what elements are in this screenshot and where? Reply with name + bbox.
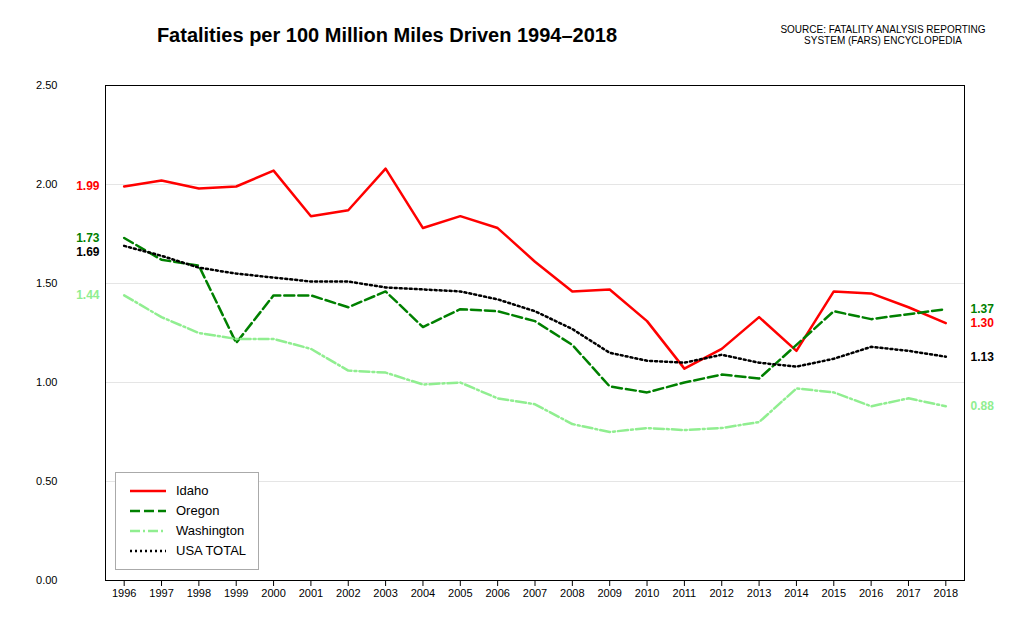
svg-text:2017: 2017 bbox=[896, 587, 920, 599]
svg-text:1996: 1996 bbox=[112, 587, 136, 599]
svg-text:2018: 2018 bbox=[934, 587, 958, 599]
svg-text:2.00: 2.00 bbox=[36, 178, 57, 190]
svg-text:2008: 2008 bbox=[560, 587, 584, 599]
html-text:SOURCE: FATALITY ANALYSIS REPO: SOURCE: FATALITY ANALYSIS REPORTING SYST… bbox=[780, 24, 986, 46]
svg-text:2004: 2004 bbox=[411, 587, 435, 599]
svg-text:2014: 2014 bbox=[784, 587, 808, 599]
svg-text:2007: 2007 bbox=[523, 587, 547, 599]
svg-text:1999: 1999 bbox=[224, 587, 248, 599]
svg-text:1.50: 1.50 bbox=[36, 277, 57, 289]
svg-text:1.00: 1.00 bbox=[36, 376, 57, 388]
svg-text:2005: 2005 bbox=[448, 587, 472, 599]
html-text:Fatalities per 100 Million Mil: Fatalities per 100 Million Miles Driven … bbox=[156, 23, 618, 46]
svg-text:1.37: 1.37 bbox=[971, 302, 995, 316]
html-text:Washington: Washington bbox=[176, 523, 245, 538]
svg-text:0.88: 0.88 bbox=[971, 399, 995, 413]
svg-text:2012: 2012 bbox=[709, 587, 733, 599]
svg-text:2003: 2003 bbox=[373, 587, 397, 599]
svg-text:1998: 1998 bbox=[187, 587, 211, 599]
svg-text:2001: 2001 bbox=[299, 587, 323, 599]
svg-text:2010: 2010 bbox=[635, 587, 659, 599]
svg-text:1.99: 1.99 bbox=[76, 179, 100, 193]
html-text:Idaho: Idaho bbox=[176, 483, 209, 498]
svg-text:2016: 2016 bbox=[859, 587, 883, 599]
html-text:Oregon: Oregon bbox=[176, 503, 220, 518]
svg-text:2000: 2000 bbox=[261, 587, 285, 599]
svg-text:1.44: 1.44 bbox=[76, 288, 100, 302]
svg-text:2011: 2011 bbox=[673, 587, 697, 599]
html-text:USA TOTAL: USA TOTAL bbox=[176, 543, 247, 558]
svg-text:2006: 2006 bbox=[485, 587, 509, 599]
svg-text:2015: 2015 bbox=[822, 587, 846, 599]
svg-text:0.50: 0.50 bbox=[36, 475, 57, 487]
svg-text:2013: 2013 bbox=[747, 587, 771, 599]
svg-text:2002: 2002 bbox=[336, 587, 360, 599]
svg-text:1.13: 1.13 bbox=[971, 350, 995, 364]
svg-text:1.30: 1.30 bbox=[971, 316, 995, 330]
svg-text:1997: 1997 bbox=[149, 587, 173, 599]
svg-text:0.00: 0.00 bbox=[36, 574, 57, 586]
svg-text:2.50: 2.50 bbox=[36, 79, 57, 91]
svg-text:1.73: 1.73 bbox=[76, 231, 100, 245]
svg-text:1.69: 1.69 bbox=[76, 245, 100, 259]
svg-text:2009: 2009 bbox=[597, 587, 621, 599]
